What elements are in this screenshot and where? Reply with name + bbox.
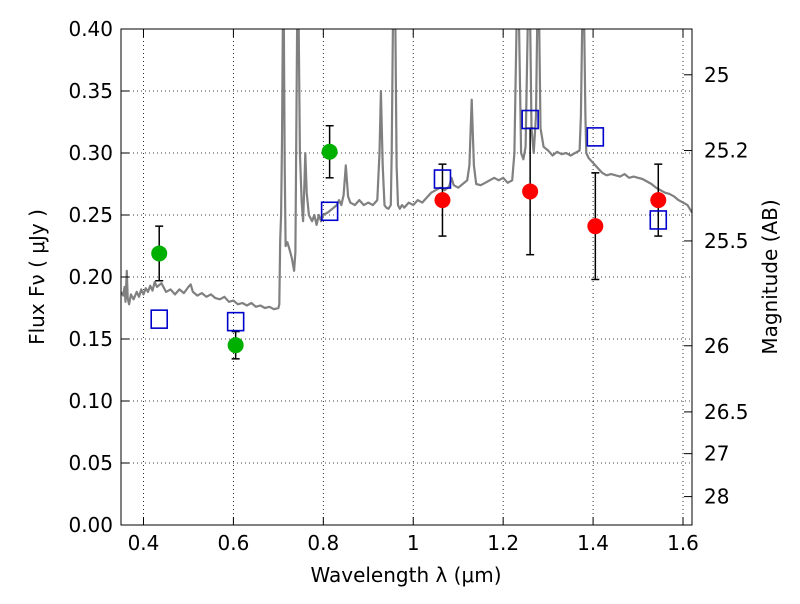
x-tick-label: 1.4 (577, 531, 609, 555)
y-tick-label: 0.00 (68, 513, 113, 537)
y2-tick-label: 25.2 (704, 139, 749, 163)
y-tick-label: 0.25 (68, 203, 113, 227)
data-layer (121, 29, 692, 311)
model-square-marker (433, 169, 452, 189)
y-tick-label: 0.10 (68, 389, 113, 413)
observed-point-green (321, 143, 338, 160)
y2-tick-label: 25 (704, 63, 729, 87)
model-square-marker (586, 127, 605, 147)
y2-tick-label: 27 (704, 442, 729, 466)
x-tick-label: 0.6 (217, 531, 249, 555)
model-square-marker (521, 109, 539, 130)
model-square-marker (649, 210, 668, 230)
observed-point-green (151, 245, 168, 262)
tick-layer: 0.4 0.6 0.8 1 1.2 1.4 1.6 0.00 0.05 0.10 0.15 0.20 0… (68, 17, 748, 555)
observed-point-red (434, 192, 451, 209)
observed-point-red (650, 192, 667, 209)
y-tick-label: 0.15 (68, 327, 113, 351)
plot-background (121, 29, 692, 525)
observed-point-green (227, 337, 244, 354)
x-axis-label: Wavelength λ (μm) (310, 563, 501, 587)
grid-layer (121, 28, 692, 526)
spectrum-line (121, 29, 692, 311)
y-axis-label: Flux Fν ( μJy ) (25, 209, 49, 345)
x-tick-label: 1.6 (667, 531, 699, 555)
y-tick-label: 0.30 (68, 141, 113, 165)
y-tick-label: 0.35 (68, 79, 113, 103)
y2-tick-label: 26.5 (704, 400, 749, 424)
marker-layer (150, 109, 668, 360)
y-tick-label: 0.20 (68, 265, 113, 289)
y2-tick-label: 28 (704, 485, 729, 509)
y-tick-label: 0.40 (68, 17, 113, 41)
y-tick-label: 0.05 (68, 451, 113, 475)
x-tick-label: 1.2 (487, 531, 519, 555)
x-tick-label: 1 (407, 531, 420, 555)
model-square-marker (320, 201, 339, 222)
x-tick-label: 0.8 (307, 531, 339, 555)
y2-axis-label: Magnitude (AB) (758, 199, 782, 354)
y2-tick-label: 25.5 (704, 229, 749, 253)
y2-tick-label: 26 (704, 334, 729, 358)
model-square-marker (226, 311, 245, 332)
model-square-marker (150, 309, 169, 329)
x-tick-label: 0.4 (128, 531, 160, 555)
observed-point-red (587, 218, 604, 235)
observed-point-red (522, 183, 539, 200)
